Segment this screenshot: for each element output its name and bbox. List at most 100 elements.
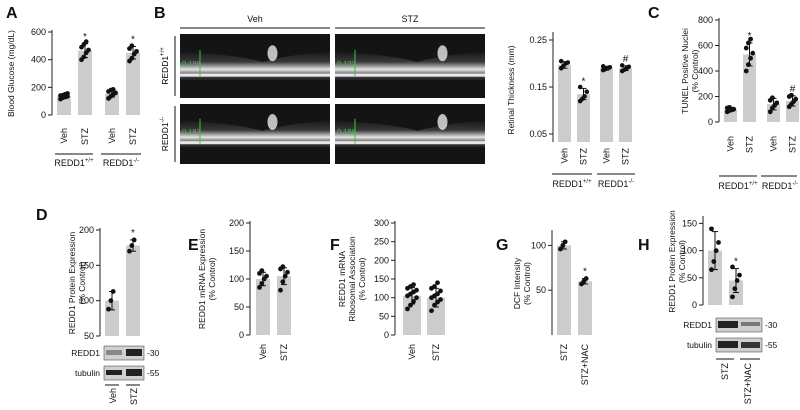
data-point-F <box>408 302 413 308</box>
significance-mark-C: # <box>790 84 796 95</box>
y-tick-label-B: 0.15 <box>529 82 547 92</box>
y-axis-label-F: (% Control) <box>357 257 367 300</box>
rpe-band <box>180 141 330 145</box>
blot-band <box>741 322 760 326</box>
genotype-label-C: REDD1+/+ <box>718 181 758 191</box>
vessel <box>437 114 448 130</box>
data-point-B <box>582 94 587 99</box>
retina-layer <box>180 51 330 81</box>
panel-letter-D: D <box>36 207 48 224</box>
y-tick-label-F: 200 <box>374 255 389 265</box>
category-label-B: STZ <box>621 147 631 165</box>
data-point-H <box>716 240 721 245</box>
blot-band <box>126 349 142 356</box>
category-label-C: Veh <box>726 136 736 152</box>
category-label-F: Veh <box>407 344 417 360</box>
data-point-E <box>282 273 288 279</box>
data-point-H <box>709 226 714 232</box>
data-point-H <box>730 294 735 300</box>
data-point-D <box>131 237 137 243</box>
retina-layer <box>335 120 485 148</box>
significance-mark-A: * <box>131 35 135 46</box>
y-axis-label-F: REDD1 mRNA <box>337 251 347 308</box>
y-tick-label-G: 100 <box>531 240 546 250</box>
y-tick-label-C: 200 <box>698 92 713 102</box>
blot-label: tubulin <box>75 368 100 378</box>
blot-band <box>106 350 122 355</box>
genotype-label-A: REDD1-/- <box>103 158 139 168</box>
retina-layer <box>335 51 485 81</box>
row-label: REDD1+/+ <box>160 47 170 85</box>
data-point-B <box>626 64 632 70</box>
y-tick-label-F: 300 <box>374 218 389 228</box>
y-axis-label-H: REDD1 Protein Expression <box>667 210 677 313</box>
y-tick-label-C: 400 <box>698 66 713 76</box>
data-point-F <box>414 287 419 293</box>
bar-A <box>78 50 92 115</box>
y-axis-label-D: REDD1 Protein Expression <box>67 231 77 334</box>
y-tick-label-E: 0 <box>239 330 244 340</box>
data-point-G <box>560 243 566 248</box>
y-tick-label-B: 0.25 <box>529 35 547 45</box>
blot-band <box>106 370 122 375</box>
data-point-B <box>558 58 564 64</box>
retina-layer <box>180 120 330 148</box>
category-label-E: STZ <box>279 343 289 361</box>
data-point-B <box>584 89 590 94</box>
bar-B <box>558 64 571 142</box>
category-label-F: STZ <box>431 343 441 361</box>
panel-letter-F: F <box>330 237 340 254</box>
panel-letter-G: G <box>496 237 508 254</box>
blot-mw-label: -30 <box>765 320 778 330</box>
data-point-C <box>770 95 775 101</box>
data-point-C <box>748 36 753 42</box>
y-tick-label-B: 0.05 <box>529 129 547 139</box>
bar-B <box>600 68 613 142</box>
data-point-F <box>438 297 443 302</box>
data-point-E <box>280 264 286 270</box>
y-tick-label-E: 150 <box>229 246 244 256</box>
data-point-A <box>86 47 91 53</box>
data-point-H <box>730 264 735 270</box>
data-point-C <box>746 40 751 46</box>
significance-mark-A: * <box>83 32 87 43</box>
data-point-C <box>727 104 732 110</box>
y-tick-label-E: 200 <box>229 218 244 228</box>
data-point-A <box>110 87 116 92</box>
y-axis-label-G: DCF Intensity <box>512 257 522 309</box>
y-tick-label-H: 150 <box>682 218 697 228</box>
rpe-band <box>335 73 485 77</box>
y-axis-label-E: (% Control) <box>207 257 217 300</box>
bar-H <box>708 250 722 305</box>
category-label-A: STZ <box>128 127 138 145</box>
data-point-F <box>432 284 437 289</box>
data-point-A <box>129 55 135 61</box>
column-label: Veh <box>247 14 263 24</box>
y-tick-label-F: 150 <box>374 274 389 284</box>
y-tick-label-A: 400 <box>31 55 46 65</box>
y-tick-label-A: 600 <box>31 27 46 37</box>
y-axis-label-D: (% Control) <box>77 261 87 304</box>
y-tick-label-D: 50 <box>84 331 94 341</box>
y-axis-label-H: (% Control) <box>677 240 687 283</box>
category-label-B: Veh <box>560 148 570 164</box>
data-point-E <box>278 287 283 293</box>
y-axis-label-C: TUNEL Positive Nuclei <box>680 28 690 114</box>
data-point-F <box>411 299 416 304</box>
significance-mark-C: * <box>748 31 752 42</box>
measurement-value: 0.198 <box>182 59 201 68</box>
category-label-B: Veh <box>602 148 612 164</box>
panel-letter-H: H <box>638 237 650 254</box>
data-point-A <box>65 91 70 96</box>
y-tick-label-E: 50 <box>234 302 244 312</box>
category-label-A: Veh <box>107 128 117 144</box>
y-tick-label-H: 0 <box>692 300 697 310</box>
panel-letter-A: A <box>6 5 18 22</box>
data-point-A <box>129 43 135 49</box>
data-point-F <box>432 302 437 308</box>
data-point-E <box>259 281 265 286</box>
category-label-G: STZ <box>559 343 569 361</box>
data-point-C <box>767 109 773 115</box>
data-point-G <box>583 276 589 281</box>
